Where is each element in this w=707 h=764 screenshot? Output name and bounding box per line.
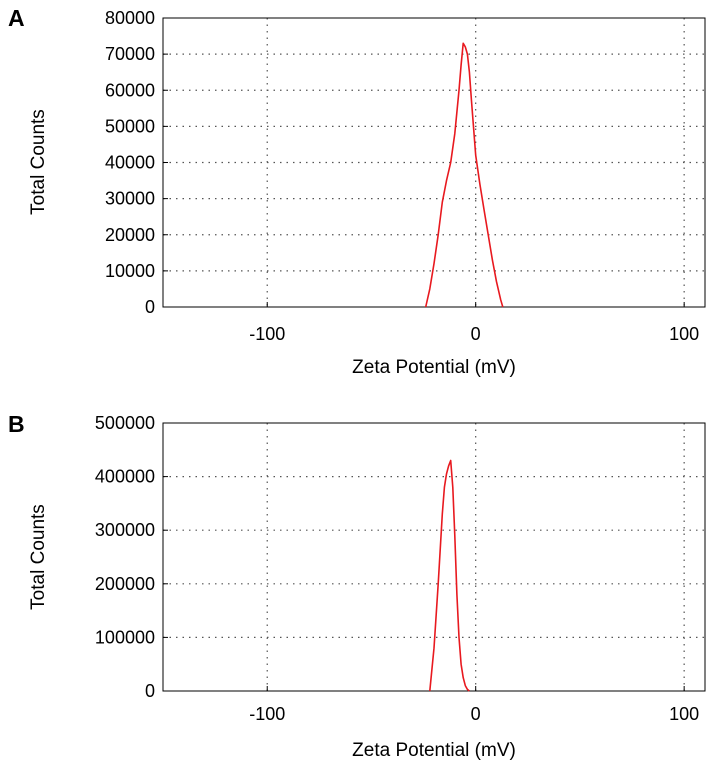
y-tick-label: 400000 bbox=[95, 467, 155, 487]
y-tick-label: 0 bbox=[145, 297, 155, 317]
y-tick-label: 60000 bbox=[105, 80, 155, 100]
y-tick-label: 100000 bbox=[95, 627, 155, 647]
series-line bbox=[429, 459, 470, 692]
x-tick-label: 0 bbox=[471, 704, 481, 724]
panel-label-b: B bbox=[8, 411, 25, 437]
y-tick-label: 0 bbox=[145, 681, 155, 701]
axis-ticks: -100 0 100 0 10000 20000 30000 40000 50000 60000 7… bbox=[105, 8, 699, 344]
y-tick-label: 30000 bbox=[105, 189, 155, 209]
x-axis-title: Zeta Potential (mV) bbox=[352, 740, 516, 761]
x-tick-label: -100 bbox=[249, 704, 285, 724]
y-tick-label: 80000 bbox=[105, 8, 155, 28]
y-tick-label: 40000 bbox=[105, 153, 155, 173]
axis-ticks: -100 0 100 0 100000 200000 300000 400000 500000 bbox=[95, 413, 699, 724]
series-layer bbox=[424, 42, 504, 308]
x-axis-title: Zeta Potential (mV) bbox=[352, 357, 516, 378]
series-line bbox=[424, 42, 504, 308]
y-axis-title: Total Counts bbox=[28, 109, 49, 215]
y-tick-label: 20000 bbox=[105, 225, 155, 245]
x-tick-label: 0 bbox=[471, 324, 481, 344]
y-tick-label: 70000 bbox=[105, 44, 155, 64]
chart-panel-a: A -100 0 100 0 10000 20000 30000 40000 50000 6000… bbox=[8, 5, 706, 378]
y-tick-label: 500000 bbox=[95, 413, 155, 433]
x-tick-label: 100 bbox=[669, 704, 699, 724]
y-axis-title: Total Counts bbox=[28, 504, 49, 610]
y-tick-label: 10000 bbox=[105, 261, 155, 281]
y-tick-label: 300000 bbox=[95, 520, 155, 540]
y-tick-label: 200000 bbox=[95, 574, 155, 594]
series-layer bbox=[429, 459, 470, 692]
chart-panel-b: B -100 0 100 0 100000 200000 300000 400000 50000… bbox=[8, 411, 706, 761]
x-tick-label: -100 bbox=[249, 324, 285, 344]
panel-label-a: A bbox=[8, 5, 25, 31]
plot-area-frame bbox=[162, 422, 706, 692]
y-tick-label: 50000 bbox=[105, 116, 155, 136]
x-tick-label: 100 bbox=[669, 324, 699, 344]
gridlines bbox=[163, 18, 705, 307]
